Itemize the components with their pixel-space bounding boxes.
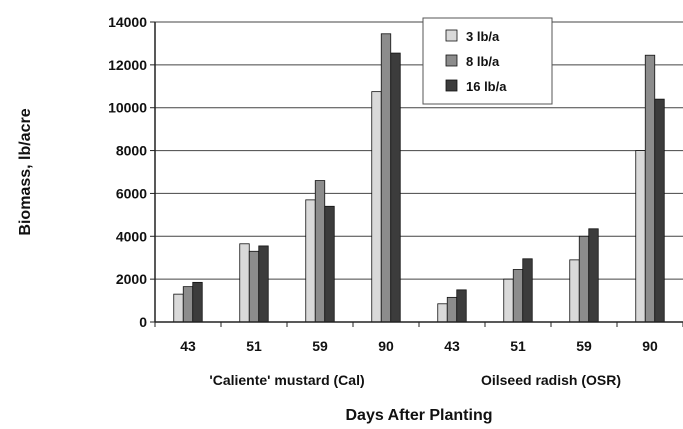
y-tick-label: 14000 bbox=[108, 14, 147, 30]
y-axis-title: Biomass, lb/acre bbox=[17, 108, 34, 235]
y-tick-label: 10000 bbox=[108, 100, 147, 116]
x-axis-title: Days After Planting bbox=[346, 407, 493, 424]
bar bbox=[182, 286, 194, 323]
y-tick-label: 2000 bbox=[116, 271, 147, 287]
bar bbox=[192, 281, 203, 323]
bar bbox=[173, 293, 184, 323]
bar bbox=[248, 250, 260, 323]
group-label: 'Caliente' mustard (Cal) bbox=[209, 372, 364, 388]
bar bbox=[654, 98, 665, 323]
bar bbox=[390, 52, 401, 323]
legend-label: 3 lb/a bbox=[466, 29, 500, 44]
bar bbox=[588, 228, 599, 323]
bars bbox=[173, 33, 665, 323]
bar bbox=[522, 258, 533, 323]
legend-swatch bbox=[445, 79, 458, 92]
bar bbox=[644, 54, 656, 323]
x-tick-label: 59 bbox=[576, 338, 592, 354]
bar bbox=[503, 278, 514, 323]
bar bbox=[578, 235, 590, 323]
bar bbox=[314, 180, 326, 323]
x-tick-label: 90 bbox=[642, 338, 658, 354]
x-tick-label: 59 bbox=[312, 338, 328, 354]
y-tick-label: 6000 bbox=[116, 185, 147, 201]
bar bbox=[239, 243, 250, 323]
y-tick-label: 12000 bbox=[108, 57, 147, 73]
legend-swatch bbox=[445, 29, 458, 42]
group-label: Oilseed radish (OSR) bbox=[481, 372, 621, 388]
legend-swatch bbox=[445, 54, 458, 67]
gridlines bbox=[150, 21, 683, 323]
x-tick-label: 51 bbox=[246, 338, 262, 354]
legend-box bbox=[422, 17, 553, 105]
bar bbox=[258, 245, 269, 323]
bar bbox=[635, 150, 646, 323]
y-tick-label: 4000 bbox=[116, 228, 147, 244]
y-tick-label: 0 bbox=[139, 314, 147, 330]
axes bbox=[154, 22, 683, 327]
bar bbox=[456, 289, 467, 323]
group-labels: 'Caliente' mustard (Cal) Oilseed radish (… bbox=[209, 372, 621, 388]
legend-label: 8 lb/a bbox=[466, 54, 500, 69]
y-tick-label: 8000 bbox=[116, 143, 147, 159]
bar bbox=[512, 269, 524, 323]
x-tick-label: 90 bbox=[378, 338, 394, 354]
x-tick-label: 43 bbox=[180, 338, 196, 354]
x-tick-label: 51 bbox=[510, 338, 526, 354]
x-tick-labels: 43 51 59 90 43 51 59 90 bbox=[180, 338, 658, 354]
bar bbox=[569, 259, 580, 323]
legend-label: 16 lb/a bbox=[466, 79, 507, 94]
bar bbox=[446, 296, 458, 323]
bar bbox=[305, 199, 316, 323]
bar bbox=[380, 33, 392, 323]
y-tick-labels: 0 2000 4000 6000 8000 10000 12000 14000 bbox=[108, 14, 147, 330]
x-tick-label: 43 bbox=[444, 338, 460, 354]
bar bbox=[437, 303, 448, 323]
legend: 3 lb/a 8 lb/a 16 lb/a bbox=[422, 17, 553, 105]
bar bbox=[324, 205, 335, 323]
bar bbox=[371, 91, 382, 323]
